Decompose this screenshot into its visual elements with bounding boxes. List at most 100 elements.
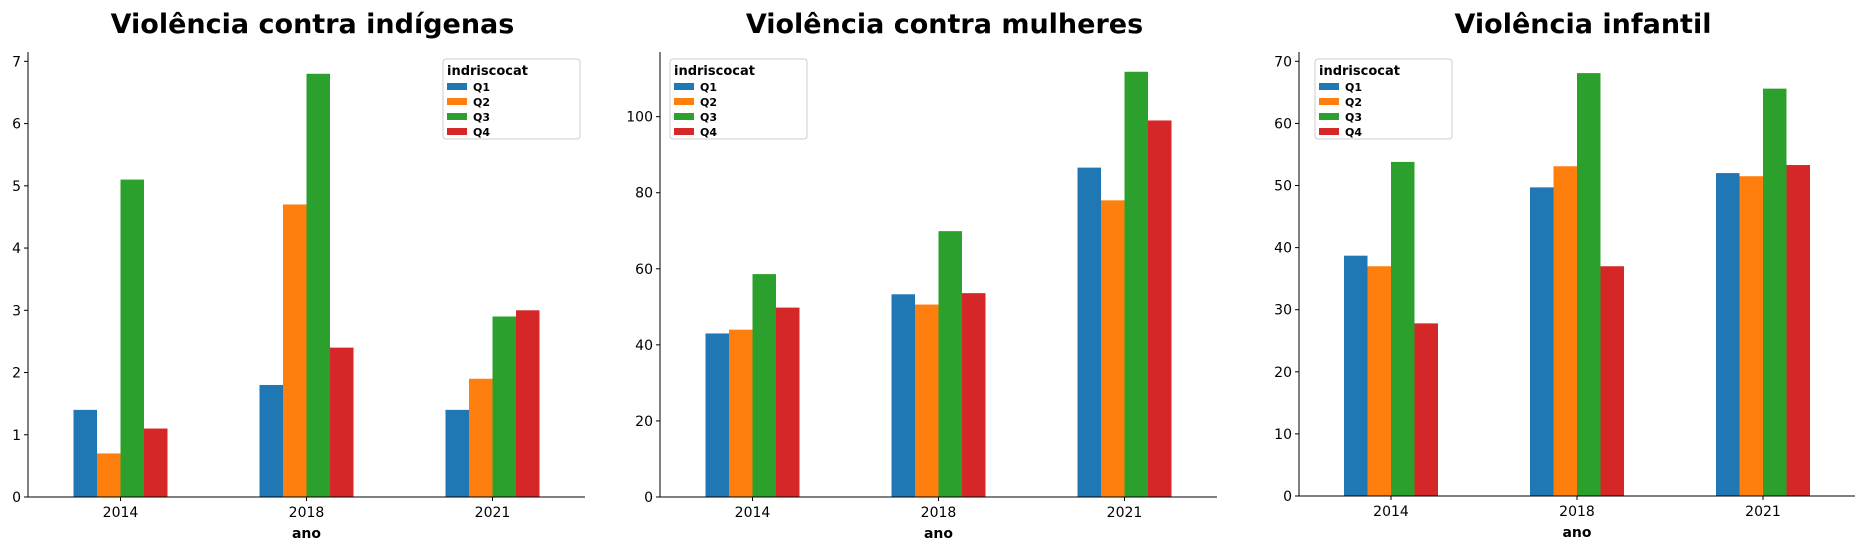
bar-q3-2021	[1124, 71, 1148, 497]
bar-q4-2021	[516, 310, 540, 497]
y-tick-label: 20	[1274, 365, 1292, 381]
chart-mulheres: Violência contra mulheres 0 20 40 60 80 100 201…	[626, 9, 1217, 542]
x-tick-label: 2021	[475, 505, 511, 521]
legend-swatch-q3	[447, 113, 467, 120]
legend-title: indriscocat	[674, 64, 755, 79]
y-tick-label: 70	[1274, 54, 1292, 70]
legend-swatch-q3	[674, 113, 694, 120]
legend-swatch-q2	[1319, 98, 1339, 105]
y-tick-label: 10	[1274, 427, 1292, 443]
x-tick-label: 2014	[1373, 504, 1409, 520]
legend-label-q2: Q2	[700, 96, 717, 109]
x-tick-label: 2014	[103, 505, 139, 521]
chart-panel-indigenas: Violência contra indígenas 0 1 2 3 4 5 6 7 2014 20…	[0, 0, 620, 548]
legend-swatch-q4	[1319, 128, 1339, 135]
legend-swatch-q1	[447, 83, 467, 90]
y-tick-label: 50	[1274, 179, 1292, 195]
bar-q4-2021	[1786, 165, 1810, 496]
x-axis-label: ano	[292, 526, 321, 542]
legend-swatch-q1	[1319, 83, 1339, 90]
legend-label-q3: Q3	[473, 111, 490, 124]
bar-q1-2021	[445, 409, 469, 497]
legend-label-q1: Q1	[473, 81, 490, 94]
x-tick-label: 2018	[289, 505, 325, 521]
legend-label-q3: Q3	[1345, 111, 1362, 124]
chart-panel-infantil: Violência infantil 0 10 20 30 40 50 60 70 2014 201…	[1240, 0, 1860, 548]
x-axis-label: ano	[924, 526, 953, 542]
legend-swatch-q4	[674, 128, 694, 135]
bar-q4-2018	[1600, 266, 1624, 496]
y-tick-label: 80	[635, 186, 653, 202]
bar-q4-2014	[776, 307, 800, 497]
legend: indriscocat Q1 Q2 Q3 Q4	[442, 58, 581, 140]
x-tick-label: 2021	[1745, 504, 1781, 520]
bar-q3-2021	[492, 316, 516, 497]
bar-q4-2014	[1414, 323, 1438, 496]
y-tick-label: 60	[1274, 116, 1292, 132]
y-tick-label: 2	[12, 366, 21, 382]
y-tick-label: 0	[644, 490, 653, 506]
y-tick-label: 30	[1274, 303, 1292, 319]
y-tick-label: 3	[12, 303, 21, 319]
bar-q3-2021	[1763, 88, 1787, 496]
bar-q3-2014	[120, 179, 144, 497]
bar-q4-2014	[144, 428, 168, 497]
legend-swatch-q4	[447, 128, 467, 135]
y-tick-label: 40	[1274, 241, 1292, 257]
legend-label-q4: Q4	[1345, 126, 1362, 139]
y-tick-label: 0	[1283, 489, 1292, 505]
legend-label-q2: Q2	[473, 96, 490, 109]
legend-swatch-q1	[674, 83, 694, 90]
chart-infantil: Violência infantil 0 10 20 30 40 50 60 70 2014 201…	[1274, 9, 1855, 541]
legend-frame	[442, 58, 581, 140]
bar-q1-2018	[891, 294, 915, 497]
bar-q2-2014	[1367, 266, 1391, 496]
bar-q1-2018	[259, 384, 283, 497]
legend-label-q3: Q3	[700, 111, 717, 124]
legend: indriscocat Q1 Q2 Q3 Q4	[1314, 58, 1453, 140]
y-tick-label: 4	[12, 241, 21, 257]
bar-q1-2014	[1344, 255, 1368, 496]
bar-q3-2014	[752, 274, 776, 497]
y-tick-label: 40	[635, 338, 653, 354]
bar-q2-2021	[1739, 176, 1763, 496]
legend-swatch-q3	[1319, 113, 1339, 120]
bar-q4-2018	[330, 347, 354, 497]
bar-q2-2018	[1553, 166, 1577, 496]
chart-panel-mulheres: Violência contra mulheres 0 20 40 60 80 100 201…	[620, 0, 1240, 548]
x-tick-label: 2021	[1107, 505, 1143, 521]
legend-label-q1: Q1	[700, 81, 717, 94]
bar-q2-2014	[729, 329, 753, 497]
legend-frame	[1314, 58, 1453, 140]
y-tick-label: 7	[12, 54, 21, 70]
y-tick-label: 6	[12, 117, 21, 133]
chart-title: Violência contra indígenas	[111, 9, 515, 40]
x-tick-label: 2014	[735, 505, 771, 521]
bar-q2-2021	[469, 378, 493, 497]
bar-q3-2018	[938, 231, 962, 497]
legend-label-q2: Q2	[1345, 96, 1362, 109]
bar-q1-2014	[73, 409, 97, 497]
y-tick-label: 20	[635, 414, 653, 430]
chart-indigenas: Violência contra indígenas 0 1 2 3 4 5 6 7 2014 20…	[12, 9, 585, 542]
bar-q2-2014	[97, 453, 121, 497]
bar-q1-2021	[1077, 167, 1101, 497]
bar-q4-2021	[1148, 120, 1172, 498]
legend-label-q1: Q1	[1345, 81, 1362, 94]
legend-frame	[669, 58, 808, 140]
bar-q3-2018	[1577, 73, 1601, 497]
legend-label-q4: Q4	[700, 126, 717, 139]
y-tick-label: 1	[12, 428, 21, 444]
bar-q2-2018	[915, 304, 939, 497]
y-tick-label: 60	[635, 262, 653, 278]
bar-q2-2018	[283, 204, 307, 498]
legend-title: indriscocat	[1319, 64, 1400, 79]
y-tick-label: 100	[626, 110, 653, 126]
bar-q1-2021	[1716, 173, 1740, 496]
x-tick-label: 2018	[1559, 504, 1595, 520]
chart-title: Violência infantil	[1455, 9, 1712, 40]
legend-label-q4: Q4	[473, 126, 490, 139]
x-tick-label: 2018	[921, 505, 957, 521]
bar-q1-2014	[705, 333, 729, 497]
x-axis-label: ano	[1562, 525, 1591, 541]
